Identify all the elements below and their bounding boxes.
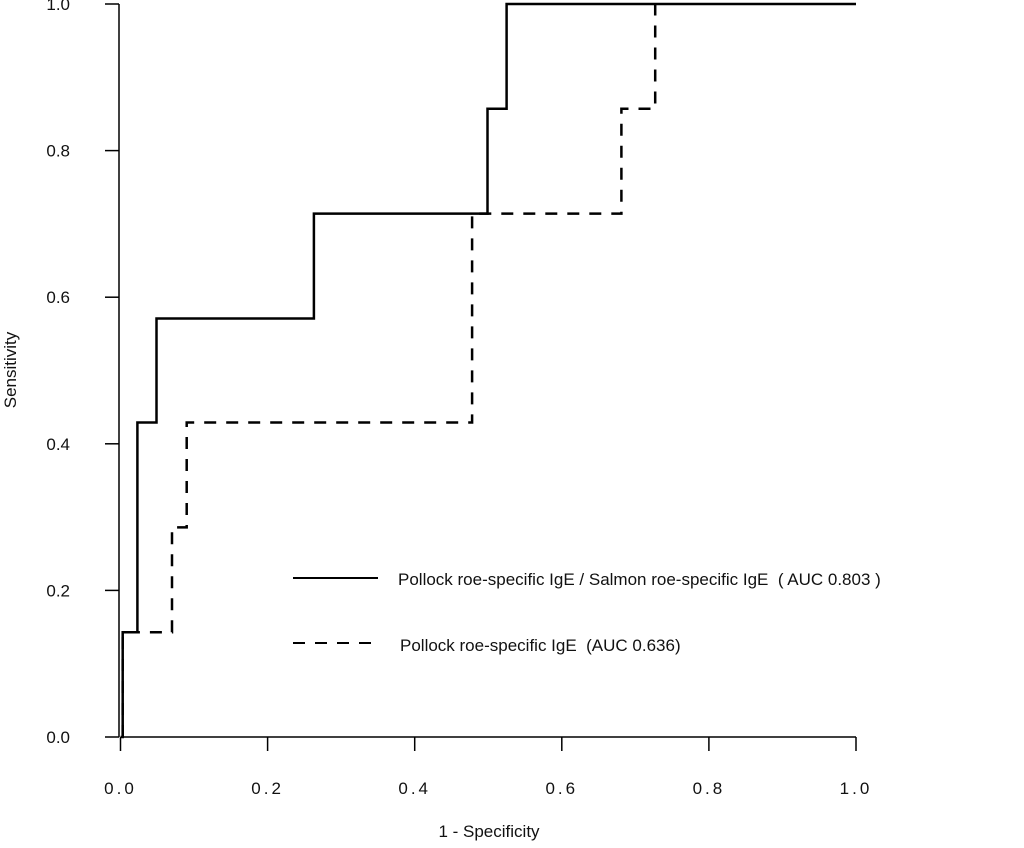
axes: 0.0 0.2 0.4 0.6 0.8 1.0 0.0 0.2 0.4 0.6 0.8 1.0 [46,0,873,798]
y-tick-label: 0.8 [46,142,70,161]
x-tick-label: 0.0 [104,779,137,798]
y-tick-label: 0.0 [46,728,70,747]
legend: Pollock roe-specific IgE / Salmon roe-sp… [293,570,881,655]
x-tick-label: 0.2 [251,779,284,798]
x-tick-label: 0.4 [398,779,431,798]
roc-curve-solid [120,2,856,739]
y-axis-label: Sensitivity [1,331,20,408]
y-tick-label: 0.4 [46,435,70,454]
series-layer [120,2,856,739]
y-tick-label: 0.2 [46,581,70,600]
x-tick-label: 0.6 [545,779,578,798]
legend-label-solid: Pollock roe-specific IgE / Salmon roe-sp… [398,570,881,589]
roc-curve-dashed [121,4,657,737]
x-tick-label: 0.8 [693,779,726,798]
y-tick-label: 1.0 [46,0,70,14]
x-axis-label: 1 - Specificity [438,822,540,841]
legend-label-dashed: Pollock roe-specific IgE (AUC 0.636) [400,636,681,655]
y-tick-label: 0.6 [46,288,70,307]
x-tick-label: 1.0 [840,779,873,798]
